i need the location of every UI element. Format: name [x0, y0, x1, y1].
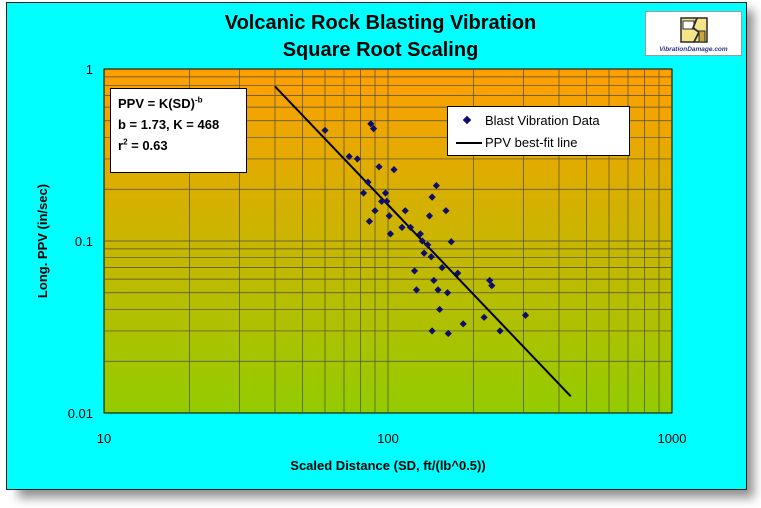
- data-point: [386, 230, 395, 238]
- data-point: [496, 327, 504, 335]
- data-point: [432, 181, 440, 190]
- r-symbol: r: [118, 138, 124, 153]
- diamond-marker-icon: [462, 115, 472, 125]
- data-point: [412, 286, 421, 294]
- data-point: [398, 223, 406, 231]
- line-swatch-icon: [456, 142, 482, 144]
- y-axis-label: Long. PPV (in/sec): [35, 184, 50, 298]
- data-point: [443, 289, 452, 297]
- data-point: [321, 126, 329, 134]
- x-tick-label: 1000: [658, 431, 687, 446]
- data-point: [406, 223, 415, 231]
- r-squared-value: = 0.63: [127, 138, 168, 153]
- legend: Blast Vibration Data PPV best-fit line: [447, 106, 630, 156]
- data-point: [383, 197, 391, 205]
- legend-label: Blast Vibration Data: [485, 113, 600, 128]
- data-point: [418, 237, 426, 245]
- data-point: [434, 286, 442, 294]
- data-point: [378, 197, 386, 205]
- equation-annotation: PPV = K(SD)-b b = 1.73, K = 468 r2 = 0.6…: [110, 88, 247, 173]
- data-point: [364, 178, 372, 186]
- r-squared-exponent: 2: [123, 137, 128, 147]
- data-point: [365, 217, 373, 226]
- data-point: [425, 212, 434, 220]
- data-point: [454, 269, 462, 277]
- logo-text: VibrationDamage.com: [659, 46, 728, 53]
- data-point: [375, 163, 383, 171]
- fit-parameters: b = 1.73, K = 468: [118, 117, 220, 132]
- data-point: [488, 282, 496, 290]
- axis-ticks: 10 100 1000 1 0.1 0.01: [68, 62, 687, 446]
- equation-text: PPV = K(SD): [118, 96, 195, 111]
- x-axis-label: Scaled Distance (SD, ft/(lb^0.5)): [290, 458, 485, 473]
- data-points: [321, 120, 530, 338]
- x-tick-label: 100: [377, 431, 399, 446]
- data-point: [428, 193, 436, 201]
- chart-subtitle: Square Root Scaling: [282, 39, 479, 61]
- data-point: [416, 230, 424, 238]
- data-point: [385, 212, 393, 220]
- house-crack-icon: [680, 17, 708, 43]
- data-point: [345, 152, 353, 161]
- equation-exponent: -b: [194, 95, 203, 105]
- data-point: [420, 249, 428, 257]
- data-point: [486, 276, 494, 285]
- data-point: [381, 189, 390, 197]
- data-point: [436, 305, 444, 314]
- equation-line: PPV = K(SD)-b: [118, 93, 246, 114]
- y-tick-label: 0.01: [68, 406, 93, 421]
- data-point: [447, 238, 455, 246]
- r-squared-line: r2 = 0.63: [118, 135, 246, 156]
- chart-title: Volcanic Rock Blasting Vibration: [224, 12, 537, 34]
- data-point: [459, 320, 467, 328]
- data-point: [430, 276, 438, 285]
- data-point: [427, 253, 435, 261]
- data-point: [438, 264, 446, 272]
- data-point: [521, 311, 530, 319]
- data-point: [444, 329, 452, 338]
- y-tick-label: 0.1: [75, 234, 93, 249]
- data-point: [353, 155, 361, 163]
- data-point: [401, 207, 409, 215]
- data-point: [424, 241, 432, 249]
- x-tick-label: 10: [97, 431, 111, 446]
- data-point: [367, 120, 375, 128]
- y-tick-label: 1: [86, 62, 93, 77]
- data-point: [410, 267, 419, 275]
- data-point: [370, 125, 378, 133]
- legend-label: PPV best-fit line: [485, 135, 578, 150]
- data-point: [359, 189, 368, 197]
- logo: VibrationDamage.com: [645, 11, 742, 56]
- data-point: [428, 327, 436, 335]
- data-point: [371, 207, 379, 215]
- data-point: [442, 207, 450, 215]
- data-point: [390, 166, 398, 174]
- data-point: [480, 313, 488, 321]
